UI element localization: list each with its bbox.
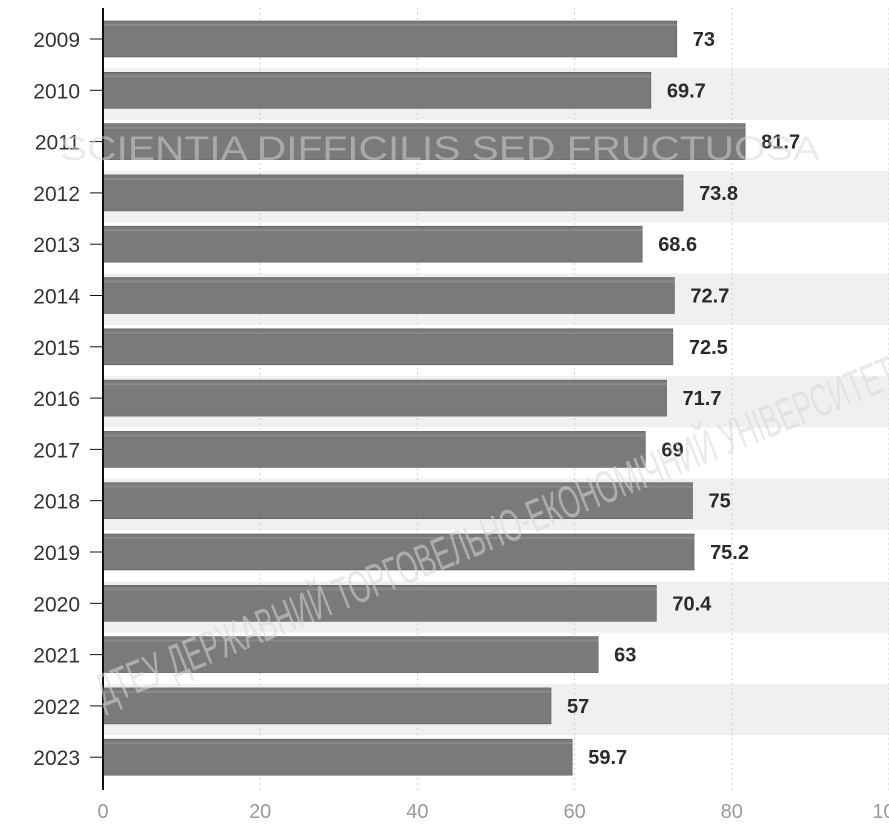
bar-highlight [103, 588, 657, 591]
data-label-2011: 81.7 [761, 132, 800, 154]
data-label-2017: 69 [661, 439, 683, 461]
bar-highlight [103, 537, 695, 539]
bar-2022 [102, 687, 552, 725]
data-label-2009: 73 [693, 29, 715, 51]
category-label-2010: 2010 [33, 80, 80, 103]
bar-highlight [103, 75, 651, 78]
data-label-2013: 68.6 [658, 234, 697, 256]
data-label-2021: 63 [614, 645, 636, 667]
category-label-2011: 2011 [35, 132, 80, 155]
bar-highlight [103, 280, 675, 283]
bar-highlight [103, 742, 573, 745]
bar-2012 [102, 174, 684, 212]
bar-2014 [102, 277, 675, 314]
x-tick-label-100: 100 [872, 801, 889, 823]
category-label-2012: 2012 [33, 183, 80, 206]
bar-2011 [102, 123, 746, 160]
data-label-2012: 73.8 [699, 183, 738, 205]
category-label-2013: 2013 [33, 234, 80, 257]
x-tick-label-0: 0 [97, 801, 108, 823]
bar-2023 [102, 738, 573, 776]
category-label-2015: 2015 [33, 337, 80, 360]
bar-2017 [102, 431, 646, 468]
x-tick-label-60: 60 [563, 801, 585, 823]
bar-highlight [103, 383, 667, 386]
category-label-2017: 2017 [33, 439, 80, 462]
category-label-2009: 2009 [33, 29, 80, 52]
category-label-2022: 2022 [33, 696, 80, 719]
bar-highlight [103, 331, 673, 334]
data-label-2020: 70.4 [672, 593, 712, 615]
bar-2018 [102, 482, 693, 520]
data-label-2015: 72.5 [689, 337, 728, 359]
x-axis-tick-labels: 0 20 40 60 80 100 [97, 801, 889, 823]
bar-highlight [103, 690, 552, 693]
category-label-2018: 2018 [33, 491, 80, 514]
category-label-2019: 2019 [33, 542, 80, 565]
category-label-2014: 2014 [33, 286, 80, 309]
x-tick-label-40: 40 [406, 801, 428, 823]
bar-2016 [102, 379, 667, 417]
category-label-2021: 2021 [33, 645, 80, 668]
category-label-2023: 2023 [33, 747, 80, 770]
data-label-2014: 72.7 [690, 286, 729, 308]
bar-2015 [102, 328, 674, 366]
data-label-2010: 69.7 [667, 80, 706, 102]
bar-2010 [102, 72, 652, 109]
data-label-2023: 59.7 [588, 747, 627, 769]
data-labels: 73 69.7 81.7 73.8 68.6 72.7 72.5 71.7 69 75 75.2 70… [567, 29, 800, 769]
bar-highlight [103, 126, 746, 129]
bar-2020 [102, 584, 657, 622]
x-tick-label-80: 80 [721, 801, 743, 823]
bar-2019 [102, 533, 695, 571]
bar-highlight [103, 485, 693, 488]
bar-highlight [103, 229, 643, 232]
bar-highlight [103, 434, 646, 437]
data-label-2018: 75 [709, 491, 731, 513]
data-label-2022: 57 [567, 696, 589, 718]
bar-2013 [102, 225, 643, 263]
bar-highlight [103, 24, 677, 26]
y-axis-category-labels: 2009 2010 2011 2012 2013 2014 2015 2016 2017 2018… [33, 29, 103, 770]
bar-2009 [102, 20, 678, 58]
category-label-2020: 2020 [33, 593, 80, 616]
bar-highlight [103, 177, 684, 180]
bar-2021 [102, 636, 599, 673]
data-label-2019: 75.2 [710, 542, 749, 564]
bar-series [102, 20, 746, 776]
category-label-2016: 2016 [33, 388, 80, 411]
bar-highlight [103, 639, 599, 642]
x-tick-label-20: 20 [249, 801, 271, 823]
data-label-2016: 71.7 [683, 388, 722, 410]
